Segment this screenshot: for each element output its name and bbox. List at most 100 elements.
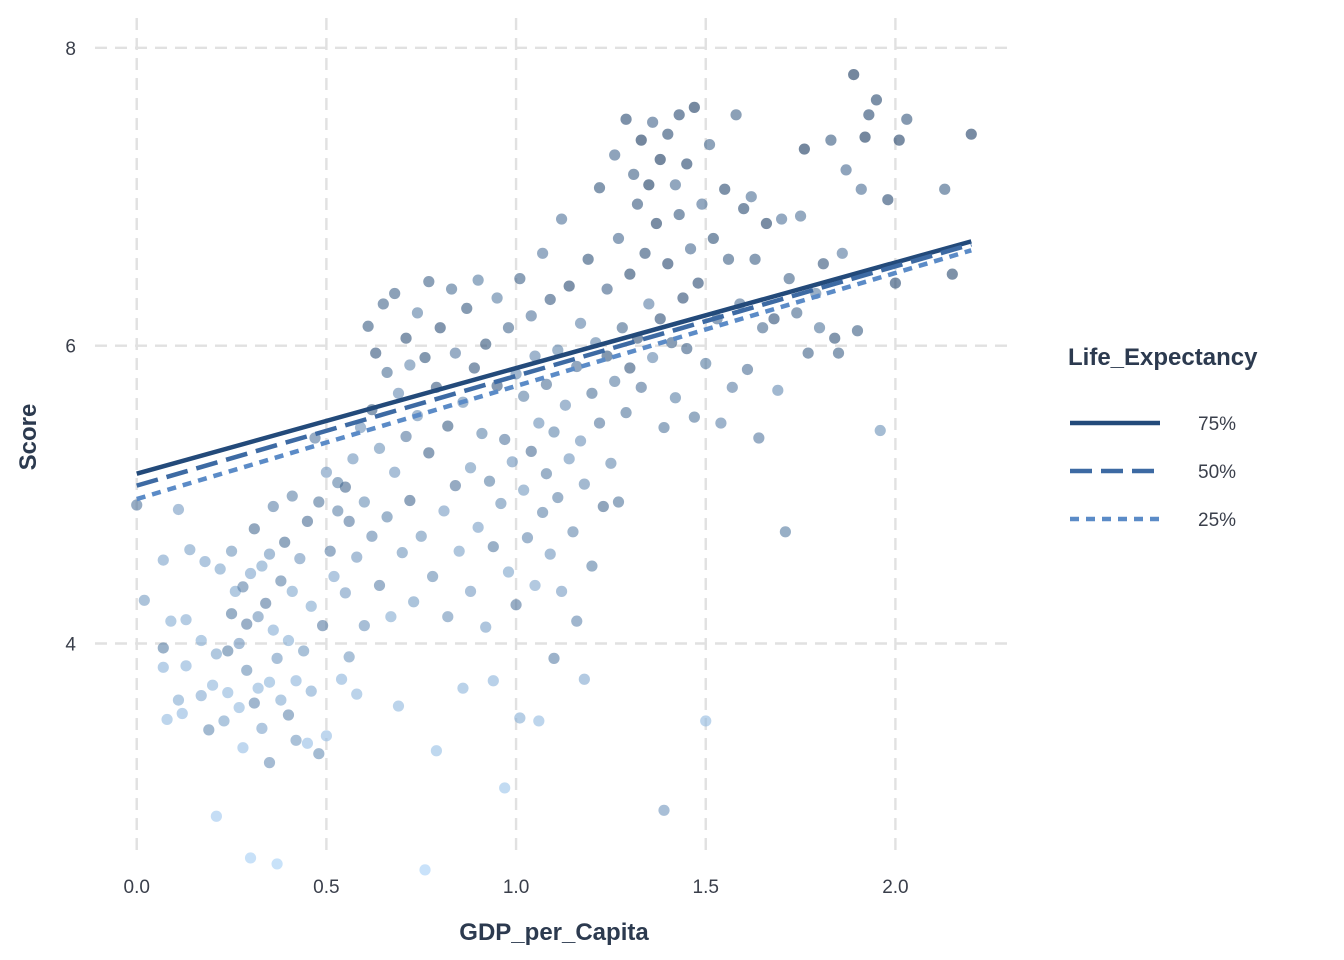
data-point: [173, 504, 184, 515]
data-point: [647, 117, 658, 128]
data-point: [249, 697, 260, 708]
data-point: [658, 422, 669, 433]
data-point: [253, 683, 264, 694]
data-point: [400, 333, 411, 344]
data-point: [484, 476, 495, 487]
data-point: [586, 560, 597, 571]
data-point: [442, 420, 453, 431]
data-point: [279, 537, 290, 548]
data-point: [363, 321, 374, 332]
legend: Life_Expectancy 75%50%25%: [1068, 344, 1258, 531]
data-point: [670, 179, 681, 190]
data-point: [890, 277, 901, 288]
data-point: [461, 303, 472, 314]
data-point: [791, 307, 802, 318]
data-point: [196, 635, 207, 646]
data-point: [742, 364, 753, 375]
data-point: [264, 677, 275, 688]
data-point: [533, 417, 544, 428]
data-point: [211, 648, 222, 659]
data-point: [454, 546, 465, 557]
data-point: [336, 674, 347, 685]
data-point: [359, 620, 370, 631]
legend-label: 25%: [1198, 510, 1236, 531]
data-point: [564, 280, 575, 291]
data-point: [302, 516, 313, 527]
data-point: [545, 549, 556, 560]
data-point: [256, 560, 267, 571]
data-point: [161, 714, 172, 725]
data-point: [215, 563, 226, 574]
data-point: [620, 407, 631, 418]
data-point: [575, 435, 586, 446]
data-point: [689, 412, 700, 423]
data-point: [541, 468, 552, 479]
y-axis-title: Score: [15, 404, 42, 471]
data-point: [499, 782, 510, 793]
data-point: [222, 645, 233, 656]
data-point: [241, 619, 252, 630]
data-point: [495, 498, 506, 509]
data-point: [317, 620, 328, 631]
data-point: [768, 313, 779, 324]
data-point: [290, 675, 301, 686]
data-point: [488, 675, 499, 686]
fit-line-50%: [137, 244, 972, 485]
data-point: [537, 507, 548, 518]
data-point: [480, 622, 491, 633]
data-point: [366, 531, 377, 542]
data-point: [180, 614, 191, 625]
data-point: [761, 218, 772, 229]
data-point: [234, 702, 245, 713]
data-point: [423, 447, 434, 458]
data-point: [632, 199, 643, 210]
y-tick-label: 8: [65, 39, 76, 60]
data-point: [241, 665, 252, 676]
data-point: [207, 680, 218, 691]
data-point: [378, 298, 389, 309]
data-point: [552, 492, 563, 503]
fit-lines-layer: [137, 241, 972, 499]
data-point: [947, 269, 958, 280]
data-point: [332, 505, 343, 516]
data-point: [237, 581, 248, 592]
data-point: [347, 453, 358, 464]
data-point: [491, 292, 502, 303]
data-point: [419, 352, 430, 363]
data-point: [776, 213, 787, 224]
data-point: [609, 376, 620, 387]
data-point: [738, 203, 749, 214]
data-point: [681, 343, 692, 354]
data-point: [624, 362, 635, 373]
data-point: [431, 745, 442, 756]
legend-title: Life_Expectancy: [1068, 344, 1258, 371]
data-point: [746, 191, 757, 202]
data-point: [564, 453, 575, 464]
data-point: [503, 566, 514, 577]
data-point: [385, 611, 396, 622]
data-point: [655, 313, 666, 324]
data-point: [476, 428, 487, 439]
data-point: [374, 580, 385, 591]
data-point: [617, 322, 628, 333]
data-point: [340, 482, 351, 493]
data-point: [298, 645, 309, 656]
x-tick-label: 1.5: [693, 877, 719, 898]
data-point: [294, 553, 305, 564]
data-point: [469, 362, 480, 373]
data-point: [594, 182, 605, 193]
data-point: [351, 689, 362, 700]
data-point: [586, 388, 597, 399]
data-point: [393, 700, 404, 711]
data-point: [605, 458, 616, 469]
data-point: [268, 501, 279, 512]
data-point: [287, 490, 298, 501]
data-point: [837, 248, 848, 259]
data-point: [381, 367, 392, 378]
data-point: [583, 254, 594, 265]
data-point: [624, 269, 635, 280]
data-point: [222, 687, 233, 698]
data-point: [602, 283, 613, 294]
data-point: [533, 715, 544, 726]
data-point: [780, 526, 791, 537]
